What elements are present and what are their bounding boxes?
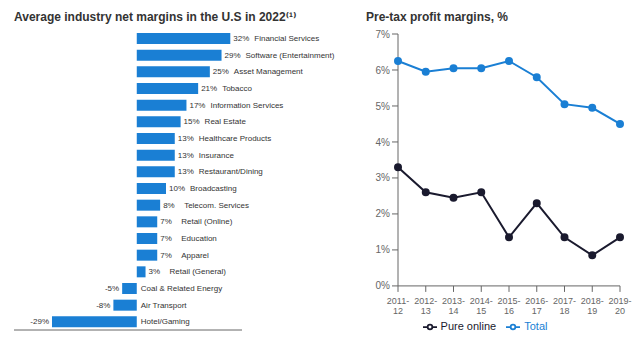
- svg-text:Broadcasting: Broadcasting: [190, 184, 237, 193]
- svg-text:2012-13: 2012-13: [414, 296, 437, 316]
- svg-text:-8%: -8%: [96, 301, 110, 310]
- html-text:Average industry net margins i: Average industry net margins in the U.S …: [14, 10, 297, 24]
- svg-text:7%: 7%: [160, 234, 172, 243]
- svg-text:2015-16: 2015-16: [497, 296, 520, 316]
- svg-text:Software (Entertainment): Software (Entertainment): [246, 51, 335, 60]
- svg-text:13%: 13%: [178, 167, 194, 176]
- svg-text:7%: 7%: [376, 29, 391, 40]
- svg-text:29%: 29%: [225, 51, 241, 60]
- svg-text:Insurance: Insurance: [199, 151, 235, 160]
- svg-text:13%: 13%: [178, 134, 194, 143]
- svg-text:2011-12: 2011-12: [387, 296, 409, 316]
- svg-text:2016-17: 2016-17: [525, 296, 548, 316]
- svg-text:2019-20: 2019-20: [608, 296, 631, 316]
- svg-text:7%: 7%: [160, 251, 172, 260]
- svg-text:Tobacco: Tobacco: [222, 84, 252, 93]
- svg-text:Restaurant/Dining: Restaurant/Dining: [199, 167, 263, 176]
- svg-text:6%: 6%: [376, 65, 391, 76]
- svg-text:2014-15: 2014-15: [470, 296, 493, 316]
- html-text:Pure online: Pure online: [440, 319, 497, 332]
- svg-text:32%: 32%: [233, 34, 249, 43]
- svg-text:2018-19: 2018-19: [581, 296, 604, 316]
- svg-text:Hotel/Gaming: Hotel/Gaming: [141, 317, 190, 326]
- svg-text:-5%: -5%: [105, 284, 119, 293]
- svg-text:Real Estate: Real Estate: [205, 117, 247, 126]
- html-text:Pre-tax profit margins, %: Pre-tax profit margins, %: [366, 10, 508, 24]
- svg-text:Asset Management: Asset Management: [234, 67, 304, 76]
- svg-text:21%: 21%: [201, 84, 217, 93]
- svg-text:3%: 3%: [149, 267, 161, 276]
- svg-text:3%: 3%: [376, 172, 391, 183]
- svg-text:Air Transport: Air Transport: [141, 301, 188, 310]
- svg-text:Education: Education: [181, 234, 217, 243]
- svg-text:2%: 2%: [376, 208, 391, 219]
- svg-text:Apparel: Apparel: [181, 251, 209, 260]
- svg-text:Telecom. Services: Telecom. Services: [184, 201, 249, 210]
- svg-text:25%: 25%: [213, 67, 229, 76]
- svg-text:Healthcare Products: Healthcare Products: [199, 134, 271, 143]
- html-text:Total: Total: [524, 319, 548, 332]
- svg-text:Coal & Related Energy: Coal & Related Energy: [141, 284, 222, 293]
- svg-text:0%: 0%: [376, 280, 391, 291]
- svg-text:1%: 1%: [376, 244, 391, 255]
- svg-text:4%: 4%: [376, 137, 391, 148]
- svg-text:13%: 13%: [178, 151, 194, 160]
- svg-text:7%: 7%: [160, 217, 172, 226]
- svg-text:8%: 8%: [163, 201, 175, 210]
- svg-text:5%: 5%: [376, 101, 391, 112]
- svg-text:10%: 10%: [169, 184, 185, 193]
- svg-text:15%: 15%: [184, 117, 200, 126]
- svg-text:Financial Services: Financial Services: [254, 34, 319, 43]
- svg-text:2017-18: 2017-18: [553, 296, 576, 316]
- svg-text:17%: 17%: [189, 101, 205, 110]
- svg-text:-29%: -29%: [30, 317, 49, 326]
- svg-text:Information Services: Information Services: [210, 101, 283, 110]
- svg-text:Retail (Online): Retail (Online): [181, 217, 232, 226]
- svg-text:Retail (General): Retail (General): [170, 267, 227, 276]
- svg-text:2013-14: 2013-14: [442, 296, 465, 316]
